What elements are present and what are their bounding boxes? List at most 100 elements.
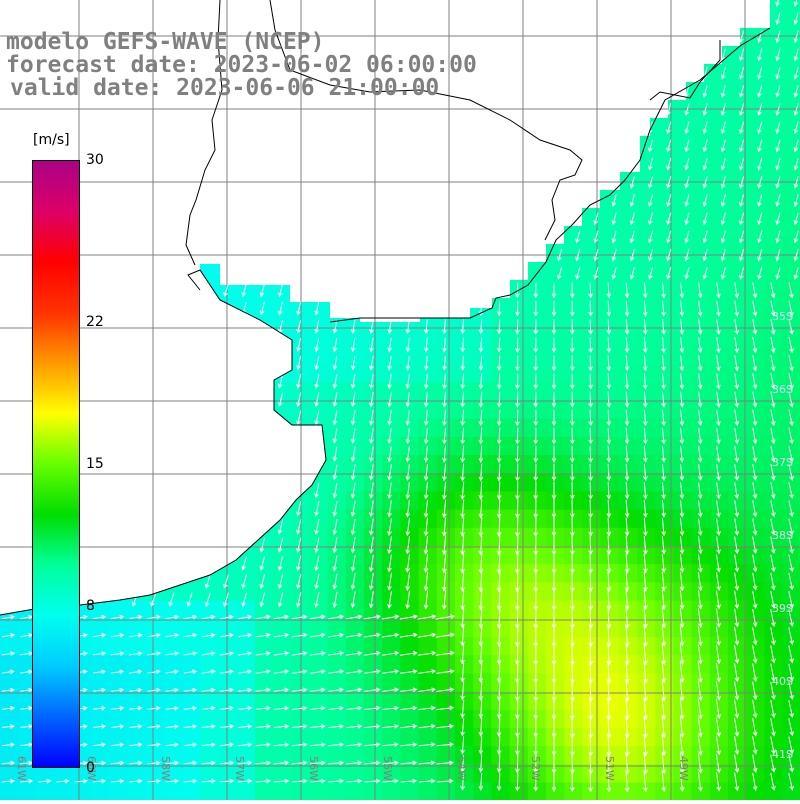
wind-arrow [697,717,703,738]
wind-arrow [684,103,690,117]
wind-arrow [588,300,593,317]
wind-speed-cell [345,655,365,674]
wind-speed-cell [709,782,729,802]
wind-speed-cell [491,618,511,638]
wind-arrow [739,30,745,44]
wind-arrow [643,463,648,482]
wind-speed-cell [728,564,747,583]
wind-arrow [277,301,283,316]
wind-arrow [496,717,502,738]
wind-arrow [314,319,320,334]
wind-arrow [460,662,465,683]
wind-arrow [752,572,758,591]
wind-arrow [277,537,284,553]
wind-speed-cell [127,618,147,638]
wind-arrow [697,626,703,647]
wind-arrow [332,446,338,462]
wind-speed-cell [709,564,729,583]
wind-arrow [296,519,302,535]
wind-speed-cell [618,655,638,674]
wind-speed-cell [527,600,547,620]
wind-arrow [460,445,466,463]
wind-speed-cell [709,145,729,165]
wind-speed-cell [691,182,711,201]
wind-speed-cell [546,546,565,565]
wind-speed-cell [709,637,729,656]
wind-speed-cell [673,182,693,201]
wind-arrow [515,427,520,445]
wind-arrow [350,319,356,335]
wind-arrow [364,778,381,784]
wind-arrow [314,591,320,608]
wind-arrow [460,626,465,647]
wind-speed-cell [637,382,656,401]
wind-speed-cell [564,254,583,274]
wind-arrow [757,85,763,98]
colorbar-tick-label: 30 [86,152,104,168]
wind-speed-cell [746,200,765,219]
wind-speed-cell [673,564,693,583]
wind-speed-cell [709,527,729,547]
wind-speed-cell [527,291,547,310]
wind-speed-cell [673,527,693,547]
wind-arrow [715,717,722,738]
wind-arrow [478,553,484,574]
wind-arrow [237,687,253,693]
wind-arrow [757,212,763,226]
wind-speed-cell [582,455,602,474]
wind-arrow [702,267,708,280]
wind-arrow [793,230,799,244]
wind-speed-cell [782,382,800,401]
wind-arrow [183,724,198,729]
wind-speed-cell [746,291,765,310]
wind-arrow [277,319,283,334]
wind-arrow [496,391,502,408]
wind-speed-cell [509,364,529,383]
wind-arrow [629,248,635,262]
wind-arrow [720,267,726,280]
wind-speed-cell [473,327,492,347]
wind-arrow [515,355,520,372]
colorbar-tick-label: 22 [86,314,104,331]
wind-arrow [734,663,740,683]
wind-speed-cell [491,509,511,529]
longitude-label: 55W [381,756,394,781]
wind-speed-cell [163,655,183,674]
wind-arrow [739,139,745,153]
wind-arrow [478,717,484,737]
wind-speed-cell [436,546,456,565]
wind-arrow [557,267,563,280]
wind-arrow [183,705,198,711]
wind-speed-cell [491,436,511,456]
wind-arrow [716,626,721,646]
wind-arrow [515,517,520,538]
wind-speed-cell [637,254,656,274]
wind-arrow [460,517,465,537]
wind-speed-cell [764,600,784,620]
wind-arrow [775,212,781,226]
wind-arrow [624,282,630,299]
wind-arrow [775,267,781,280]
wind-speed-cell [455,400,474,420]
wind-speed-cell [491,418,511,438]
wind-arrow [734,644,740,665]
wind-arrow [259,574,266,590]
wind-speed-cell [637,400,656,420]
wind-speed-cell [0,673,19,693]
wind-speed-cell [673,546,693,565]
wind-arrow [716,772,721,792]
wind-speed-cell [109,600,128,620]
wind-speed-cell [345,600,365,620]
wind-speed-cell [673,273,693,292]
wind-speed-cell [746,655,765,674]
wind-speed-cell [18,764,37,784]
wind-arrow [557,248,563,262]
wind-speed-cell [673,436,693,456]
wind-speed-cell [764,418,784,438]
wind-arrow [350,410,356,426]
wind-arrow [697,391,703,408]
wind-speed-cell [200,655,219,674]
wind-arrow [770,609,776,628]
wind-speed-cell [509,691,529,711]
wind-arrow [423,355,429,371]
